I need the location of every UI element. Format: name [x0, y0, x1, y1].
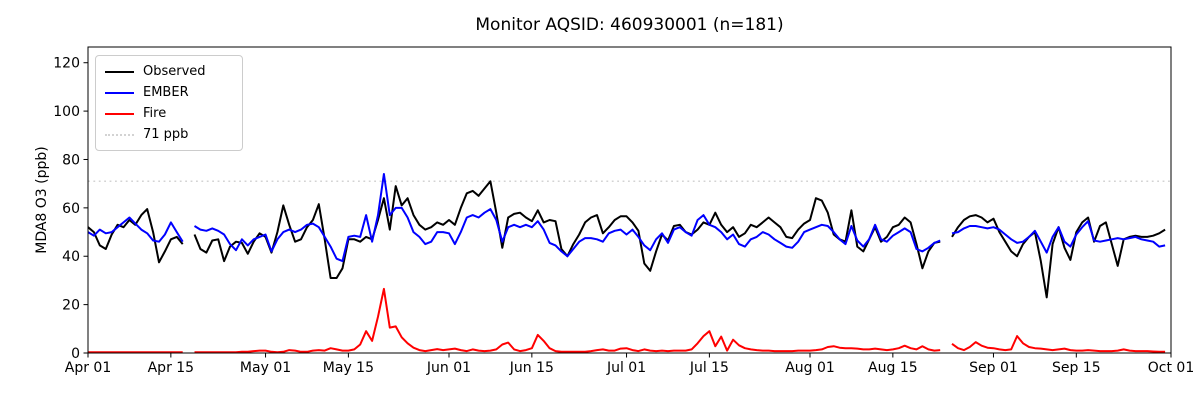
- x-tick-label: Jun 01: [426, 360, 471, 376]
- y-tick-label: 60: [62, 201, 80, 217]
- y-tick-label: 100: [53, 104, 80, 120]
- legend-label: EMBER: [143, 85, 189, 100]
- y-tick-label: 120: [53, 56, 80, 72]
- y-tick-label: 40: [62, 249, 80, 265]
- legend-label: Fire: [143, 106, 167, 121]
- y-tick-label: 0: [71, 346, 80, 362]
- x-tick-label: Jul 01: [606, 360, 646, 376]
- legend-item-ember: EMBER: [105, 82, 233, 103]
- chart-title: Monitor AQSID: 460930001 (n=181): [475, 15, 784, 35]
- legend-item-fire: Fire: [105, 103, 233, 124]
- axes-frame: [87, 46, 1172, 354]
- x-tick-label: Apr 01: [65, 360, 111, 376]
- legend-label: 71 ppb: [143, 127, 189, 142]
- fire-line: [88, 287, 1166, 354]
- x-tick-label: Jul 15: [689, 360, 729, 376]
- x-tick-label: Aug 01: [785, 360, 835, 376]
- observed-line-swatch: [105, 70, 134, 73]
- fire-line-swatch: [105, 112, 134, 115]
- legend-label: Observed: [143, 64, 206, 79]
- x-tick-label: Jun 15: [509, 360, 554, 376]
- x-tick-label: Sep 01: [969, 360, 1018, 376]
- y-tick-label: 80: [62, 152, 80, 168]
- legend: Observed EMBER Fire 71 ppb: [95, 55, 243, 151]
- x-tick-label: Oct 01: [1148, 360, 1194, 376]
- x-tick-label: May 01: [240, 360, 291, 376]
- y-tick-label: 20: [62, 298, 80, 314]
- x-tick-label: May 15: [323, 360, 374, 376]
- y-axis-label: MDA8 O3 (ppb): [34, 146, 50, 254]
- observed-line: [87, 180, 1166, 299]
- threshold-line-swatch: [105, 133, 134, 136]
- legend-item-threshold: 71 ppb: [105, 124, 233, 145]
- ember-line: [87, 173, 1166, 263]
- legend-item-observed: Observed: [105, 61, 233, 82]
- ember-line-swatch: [105, 91, 134, 94]
- x-tick-label: Aug 15: [868, 360, 918, 376]
- x-tick-label: Apr 15: [148, 360, 194, 376]
- x-tick-label: Sep 15: [1052, 360, 1101, 376]
